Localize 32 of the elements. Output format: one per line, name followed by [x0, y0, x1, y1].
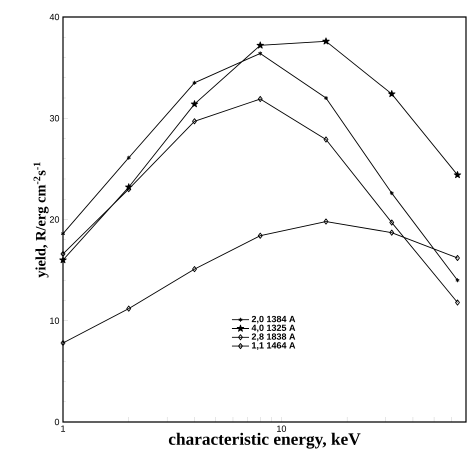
point: [192, 80, 197, 86]
point: [454, 171, 462, 178]
point: [324, 96, 328, 100]
point: [258, 232, 263, 239]
legend-label: 1,1 1464 A: [252, 342, 296, 350]
y-tick-label: 20: [50, 216, 60, 223]
legend-label: 4,0 1325 A: [252, 324, 296, 332]
point: [192, 266, 197, 272]
legend-label: 2,0 1384 A: [252, 316, 296, 324]
point: [190, 100, 198, 108]
x-tick-label: 1: [61, 426, 66, 432]
point: [388, 90, 396, 98]
point: [324, 218, 328, 225]
y-tick-label: 0: [54, 418, 60, 426]
y-tick-label: 10: [50, 318, 60, 324]
point: [256, 42, 264, 49]
point: [389, 219, 394, 226]
point: [258, 51, 262, 56]
point: [126, 155, 131, 160]
point: [390, 190, 394, 196]
legend-label: 2,8 1838 A: [252, 333, 296, 342]
y-tick-label: 30: [50, 115, 60, 122]
point: [322, 37, 330, 44]
y-tick-label: 40: [50, 14, 60, 20]
point: [324, 136, 328, 143]
y-axis-title: yield, R/erg cm$^{-2}$s$^{-1}$: [34, 162, 49, 278]
point: [126, 306, 132, 312]
x-axis-title: characteristic energy, keV: [168, 432, 361, 449]
point: [192, 118, 197, 124]
point: [258, 96, 263, 102]
point: [59, 256, 67, 264]
point: [389, 230, 394, 236]
